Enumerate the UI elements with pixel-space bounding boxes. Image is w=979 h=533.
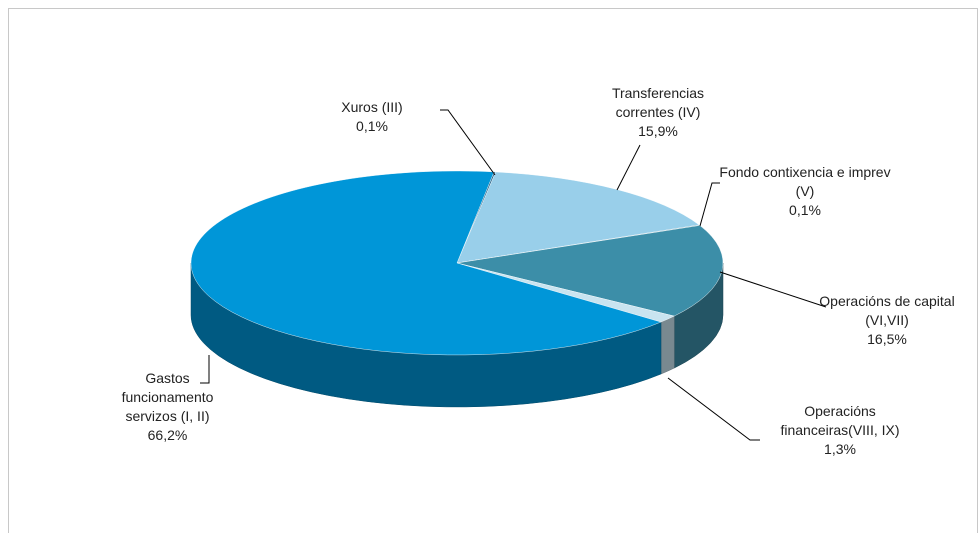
data-label: Operacións de capital (VI,VII) 16,5% [816,292,958,349]
chart-border [8,8,978,533]
data-label: Operacións financeiras(VIII, IX) 1,3% [760,402,920,459]
leader-line [699,182,720,227]
data-label: Gastos funcionamento servizos (I, II) 66,… [100,369,235,445]
label-category: Operacións financeiras(VIII, IX) [780,403,900,438]
leader-line [667,377,760,441]
data-label: Xuros (III) 0,1% [327,98,417,136]
leader-line [616,144,641,191]
leader-line [200,355,210,384]
slice-side [660,315,675,375]
slice [190,170,662,356]
label-category: Fondo contixencia e imprev (V) [719,164,891,199]
leader-line [719,271,827,308]
data-label: Transferencias correntes (IV) 15,9% [598,84,718,141]
label-value: 15,9% [638,123,678,139]
leader-line [440,109,496,176]
label-value: 1,3% [824,441,856,457]
slice [456,225,724,317]
label-value: 66,2% [147,427,188,443]
label-category: Xuros (III) [341,99,403,115]
label-value: 0,1% [789,202,821,218]
label-category: Operacións de capital (VI,VII) [819,293,955,328]
label-value: 0,1% [356,118,388,134]
label-category: Transferencias correntes (IV) [611,85,705,120]
label-value: 16,5% [867,331,907,347]
label-category: Gastos funcionamento servizos (I, II) [121,370,214,424]
data-label: Fondo contixencia e imprev (V) 0,1% [715,163,895,220]
